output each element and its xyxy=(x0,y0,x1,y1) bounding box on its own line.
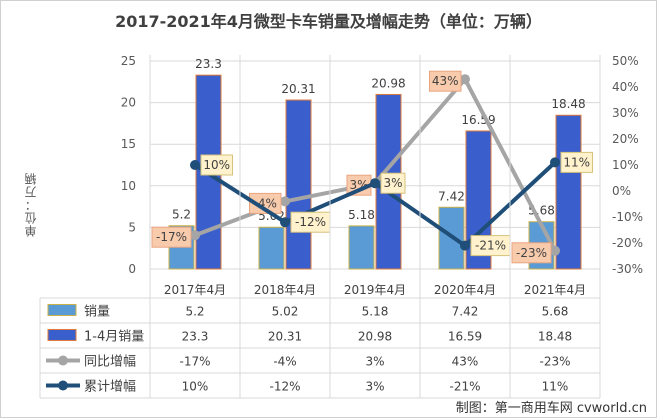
cumulative-growth-point xyxy=(370,178,380,189)
table-cell: -4% xyxy=(273,355,296,369)
bar-cumulative xyxy=(285,99,312,270)
cumulative-growth-label: 10% xyxy=(203,158,230,172)
y2-tick-label: -20% xyxy=(612,236,643,250)
bar-monthly-label: 7.42 xyxy=(438,189,465,203)
y2-tick-label: 40% xyxy=(612,80,639,94)
bar-monthly-label: 5.2 xyxy=(172,208,191,222)
table-cell: 7.42 xyxy=(452,305,479,319)
table-cell: 16.59 xyxy=(448,330,482,344)
table-cell: 23.3 xyxy=(182,330,209,344)
bar-monthly xyxy=(258,226,285,270)
yoy-label-box xyxy=(511,242,552,264)
cumulative-growth-label: 3% xyxy=(383,176,402,190)
cumulative-growth-label: -12% xyxy=(295,215,326,229)
table-cell: 11% xyxy=(542,380,569,394)
yoy-label-box xyxy=(429,70,462,92)
yoy-label: -17% xyxy=(156,230,187,244)
cumulative-growth-point xyxy=(460,240,470,251)
y-tick-label: 20 xyxy=(121,96,136,110)
legend-label: 同比增幅 xyxy=(84,355,136,370)
table-cell: -17% xyxy=(179,355,210,369)
y2-tick-label: 30% xyxy=(612,106,639,120)
table-cell: 20.31 xyxy=(268,330,302,344)
bar-cumulative-label: 20.31 xyxy=(281,82,315,96)
legend-key-bar xyxy=(47,304,77,316)
legend-label: 销量 xyxy=(84,305,110,320)
x-tick-label: 2017年4月 xyxy=(164,283,226,297)
table-cell: 3% xyxy=(365,380,384,394)
yoy-line xyxy=(194,77,557,252)
table-cell: -21% xyxy=(449,380,480,394)
table-cell: 5.2 xyxy=(185,305,204,319)
legend-key-bar xyxy=(47,329,77,341)
cumulative-growth-point xyxy=(280,217,290,228)
y-tick-label: 0 xyxy=(128,262,136,276)
y2-tick-label: 20% xyxy=(612,132,639,146)
watermark: 制图：第一商用车网 cvworld.cn xyxy=(455,401,647,416)
yoy-point xyxy=(550,245,560,256)
chart-title: 2017-2021年4月微型卡车销量及增幅走势（单位：万辆） xyxy=(115,12,542,31)
yoy-point xyxy=(280,196,290,207)
table-cell: 43% xyxy=(452,355,479,369)
y2-tick-label: 10% xyxy=(612,158,639,172)
y-tick-label: 25 xyxy=(121,54,136,68)
y2-tick-label: -10% xyxy=(612,210,643,224)
bar-monthly xyxy=(348,225,375,270)
table-cell: 18.48 xyxy=(538,330,572,344)
yoy-label: -23% xyxy=(516,246,547,260)
cumulative-growth-point xyxy=(550,157,560,168)
y2-tick-label: 0% xyxy=(612,184,631,198)
cumulative-growth-label: -21% xyxy=(475,239,506,253)
cumulative-growth-label-box xyxy=(560,151,593,173)
table-cell: -23% xyxy=(539,355,570,369)
cumulative-growth-label: 11% xyxy=(563,155,590,169)
y2-tick-label: 50% xyxy=(612,54,639,68)
bar-monthly-label: 5.18 xyxy=(348,208,375,222)
yoy-label-box xyxy=(151,226,192,248)
legend-key-marker xyxy=(58,380,68,391)
cumulative-growth-point xyxy=(190,160,200,170)
yoy-label-box xyxy=(249,192,282,214)
x-tick-label: 2018年4月 xyxy=(254,283,316,297)
y-tick-label: 15 xyxy=(121,137,136,151)
y2-tick-label: -30% xyxy=(612,262,643,276)
yoy-point xyxy=(190,230,200,241)
table-cell: 5.18 xyxy=(362,305,389,319)
table-cell: 10% xyxy=(182,380,209,394)
bar-cumulative-label: 23.3 xyxy=(195,57,222,71)
cumulative-growth-label-box xyxy=(200,154,233,176)
legend-label: 1-4月销量 xyxy=(84,330,144,345)
y-tick-label: 10 xyxy=(121,179,136,193)
bar-cumulative-label: 20.98 xyxy=(371,76,405,90)
x-tick-label: 2020年4月 xyxy=(434,283,496,297)
yoy-point xyxy=(460,74,470,85)
yoy-label: 43% xyxy=(432,74,459,88)
legend-key-marker xyxy=(58,355,68,366)
legend-label: 累计增幅 xyxy=(84,380,136,395)
table-cell: 20.98 xyxy=(358,330,392,344)
x-tick-label: 2021年4月 xyxy=(524,283,586,297)
table-cell: 5.02 xyxy=(272,305,299,319)
y-tick-label: 5 xyxy=(128,220,136,234)
table-cell: -12% xyxy=(269,380,300,394)
x-tick-label: 2019年4月 xyxy=(344,283,406,297)
table-cell: 5.68 xyxy=(542,305,569,319)
cumulative-growth-label-box xyxy=(380,172,406,194)
bar-cumulative-label: 18.48 xyxy=(551,97,585,111)
table-cell: 3% xyxy=(365,355,384,369)
bar-cumulative xyxy=(555,114,582,270)
